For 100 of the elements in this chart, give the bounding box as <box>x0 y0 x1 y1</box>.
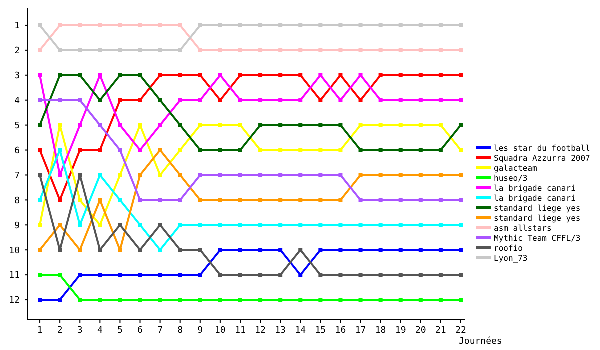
point <box>398 98 403 102</box>
x-tick-label: 12 <box>255 326 266 336</box>
point <box>198 273 202 278</box>
point <box>218 273 222 278</box>
point <box>178 148 182 152</box>
point <box>38 223 42 228</box>
point <box>418 73 423 78</box>
point <box>338 173 343 178</box>
point <box>318 223 323 228</box>
point <box>358 223 363 228</box>
x-axis-title: Journées <box>459 336 502 347</box>
point <box>418 48 423 52</box>
legend-label: roofio <box>494 244 524 253</box>
y-tick-label: 10 <box>9 246 20 256</box>
y-tick-label: 7 <box>14 171 20 182</box>
point <box>198 173 202 178</box>
point <box>298 148 303 152</box>
point <box>458 48 463 52</box>
point <box>338 73 343 78</box>
point <box>98 198 102 202</box>
point <box>438 173 443 178</box>
x-tick-label: 20 <box>415 326 426 336</box>
point <box>138 73 142 78</box>
point <box>338 223 343 228</box>
point <box>438 73 443 78</box>
point <box>398 73 403 78</box>
point <box>158 123 162 128</box>
point <box>258 123 263 128</box>
x-tick-label: 3 <box>77 326 83 336</box>
point <box>298 298 303 302</box>
point <box>78 98 82 102</box>
point <box>38 148 42 152</box>
x-tick-label: 10 <box>215 326 226 336</box>
point <box>238 248 242 252</box>
point <box>318 173 323 178</box>
point <box>78 223 82 228</box>
point <box>358 148 363 152</box>
point <box>198 248 202 252</box>
point <box>58 98 62 102</box>
point <box>218 123 222 128</box>
point <box>238 73 242 78</box>
point <box>78 123 82 128</box>
point <box>438 148 443 152</box>
point <box>298 248 303 252</box>
point <box>98 248 102 252</box>
legend-label: la brigade canari <box>494 194 576 203</box>
point <box>278 273 283 278</box>
point <box>258 298 263 302</box>
point <box>458 23 463 28</box>
point <box>258 273 263 278</box>
point <box>98 273 102 278</box>
point <box>78 298 82 302</box>
point <box>338 273 343 278</box>
legend-label: galacteam <box>494 164 538 173</box>
point <box>458 273 463 278</box>
point <box>338 48 343 52</box>
point <box>358 273 363 278</box>
point <box>398 198 403 202</box>
y-tick-label: 8 <box>14 196 20 206</box>
point <box>418 148 423 152</box>
point <box>318 73 323 78</box>
point <box>158 298 162 302</box>
x-tick-label: 7 <box>158 326 164 336</box>
point <box>158 98 162 102</box>
point <box>378 173 383 178</box>
point <box>118 223 122 228</box>
point <box>438 298 443 302</box>
point <box>98 223 102 228</box>
point <box>118 273 122 278</box>
x-tick-label: 4 <box>97 326 103 336</box>
point <box>58 248 62 252</box>
point <box>358 48 363 52</box>
point <box>458 148 463 152</box>
legend-label: asm allstars <box>494 224 552 233</box>
x-tick-label: 5 <box>118 326 123 336</box>
point <box>178 73 182 78</box>
x-tick-label: 1 <box>37 326 43 336</box>
point <box>258 98 263 102</box>
point <box>278 223 283 228</box>
y-tick-label: 6 <box>14 146 20 156</box>
point <box>158 273 162 278</box>
point <box>338 298 343 302</box>
point <box>438 48 443 52</box>
point <box>318 123 323 128</box>
point <box>458 298 463 302</box>
point <box>218 223 222 228</box>
point <box>58 298 62 302</box>
point <box>138 223 142 228</box>
point <box>238 198 242 202</box>
point <box>458 73 463 78</box>
point <box>78 73 82 78</box>
x-tick-label: 8 <box>178 326 184 336</box>
point <box>338 248 343 252</box>
point <box>218 298 222 302</box>
point <box>78 248 82 252</box>
y-tick-label: 5 <box>14 121 20 132</box>
point <box>298 198 303 202</box>
point <box>38 248 42 252</box>
point <box>298 48 303 52</box>
point <box>458 198 463 202</box>
